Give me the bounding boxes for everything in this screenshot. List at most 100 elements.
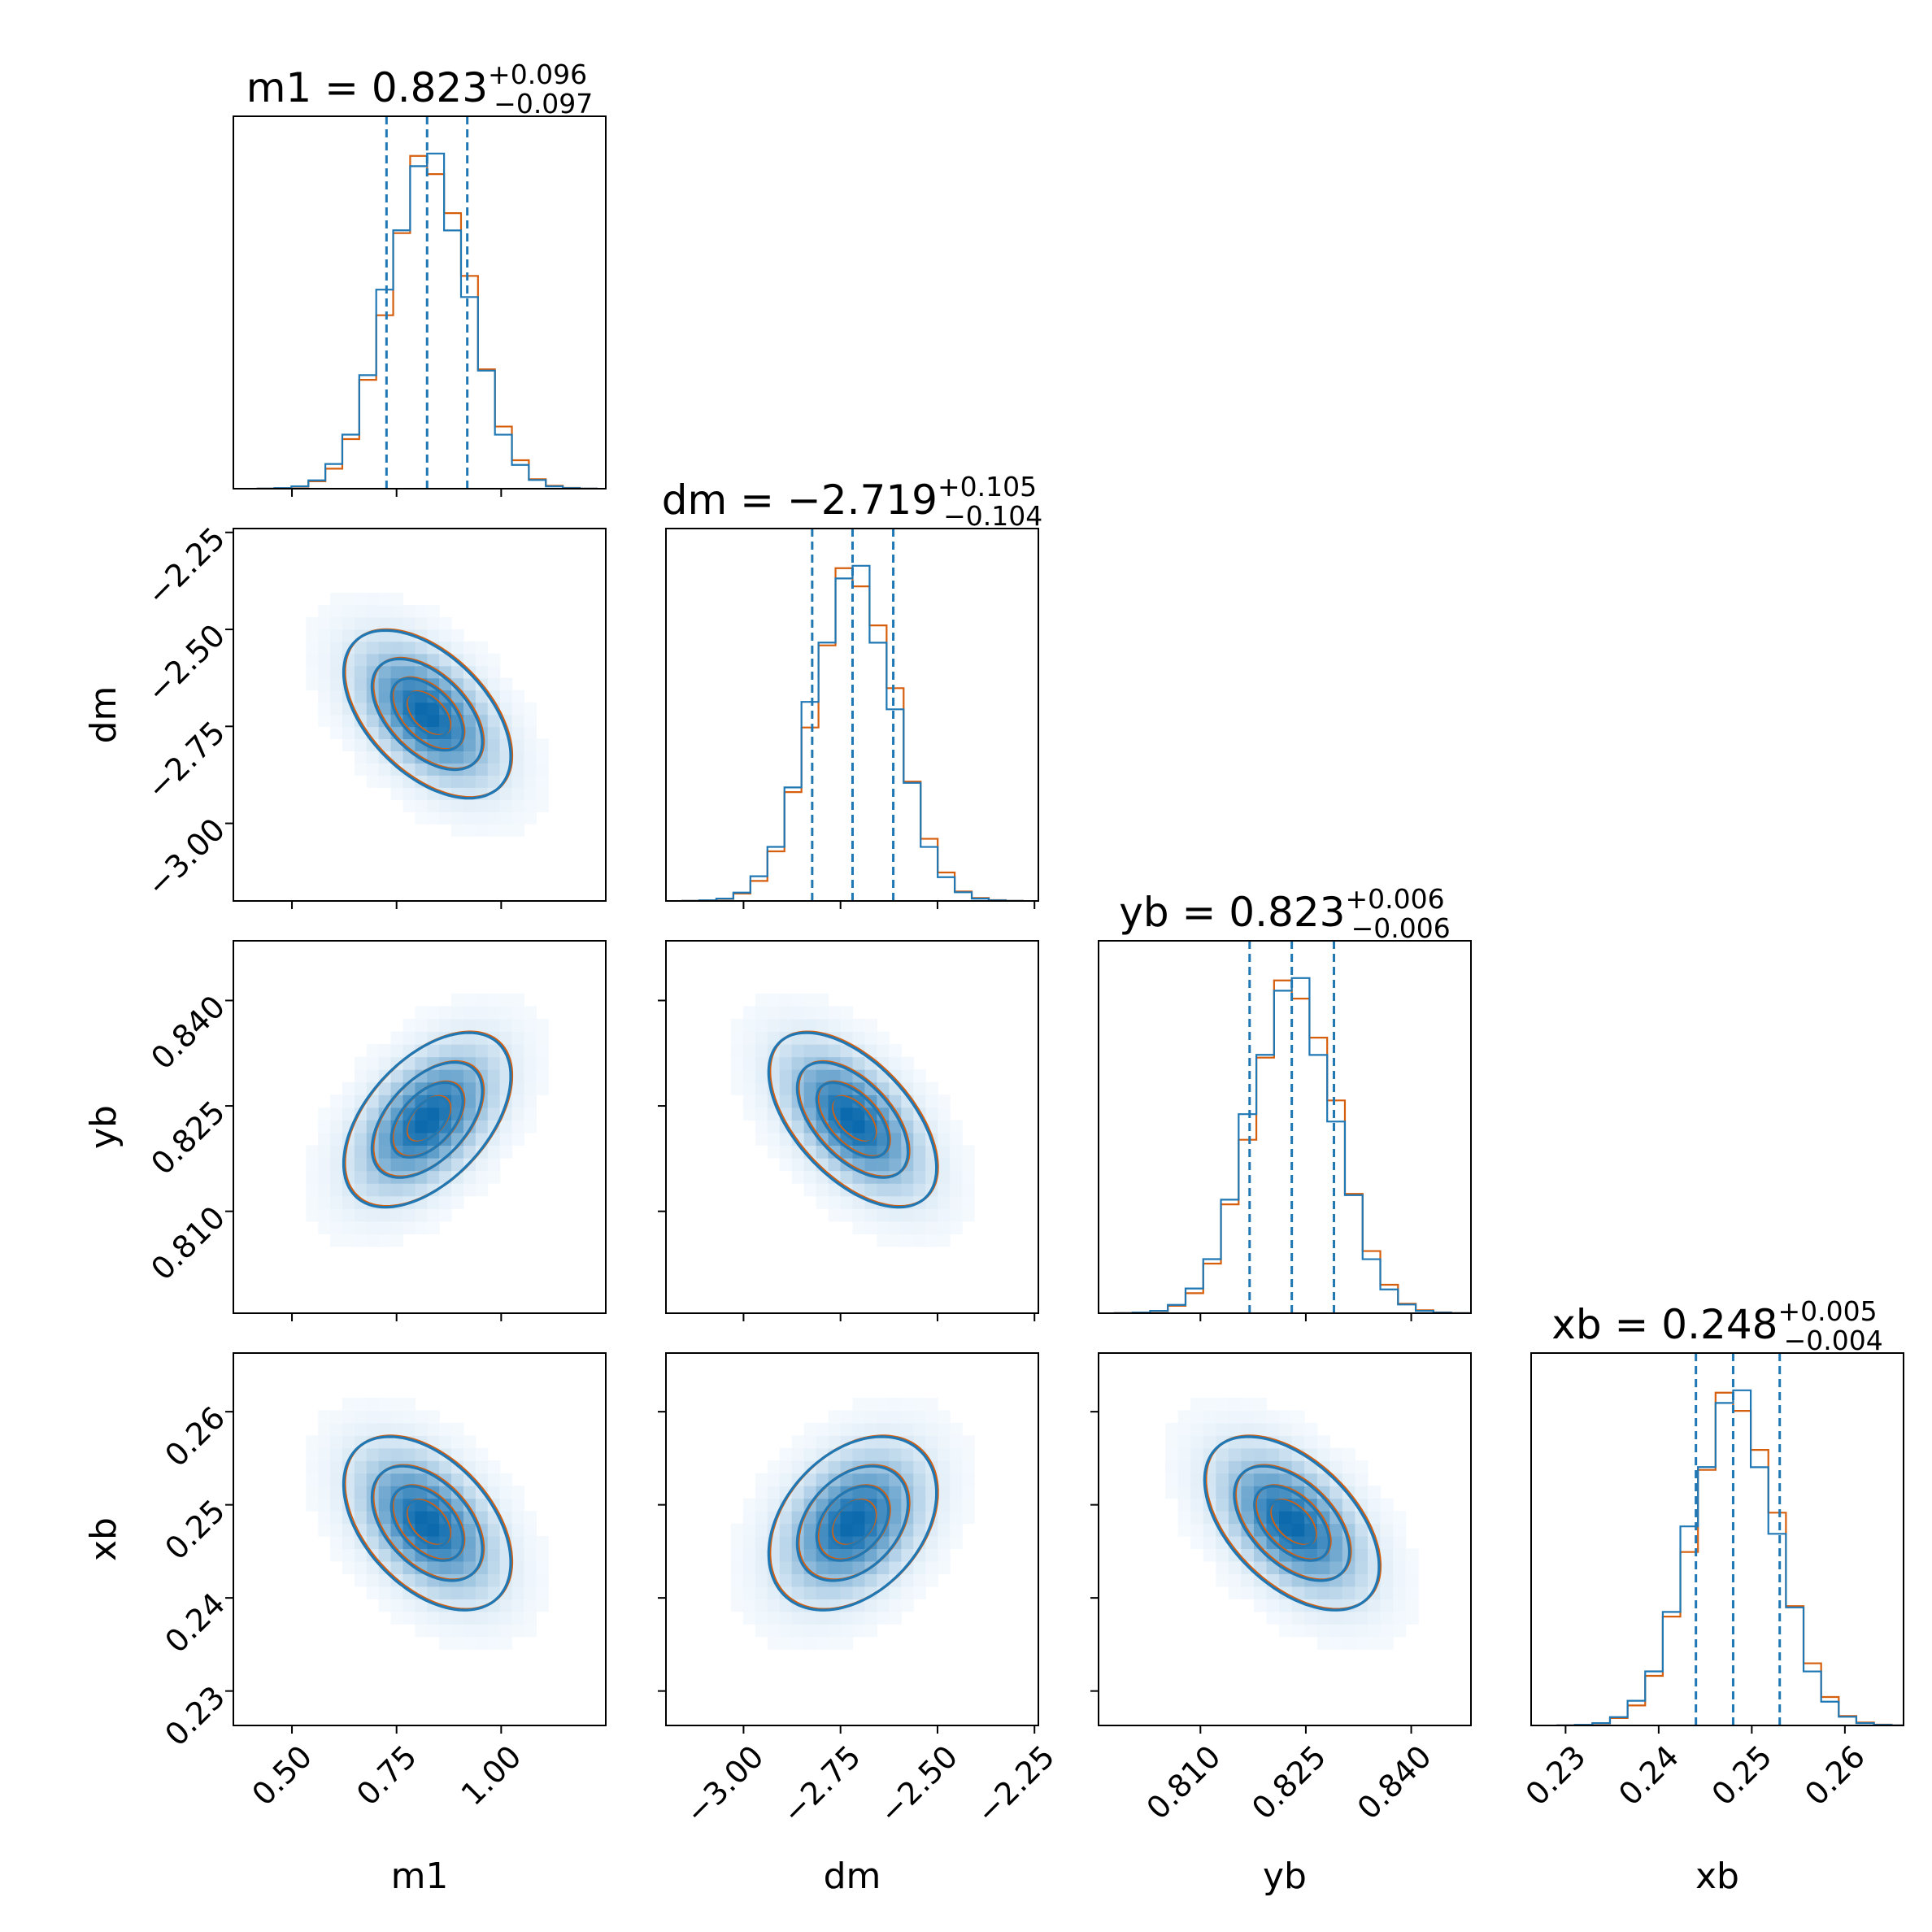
- density-cell: [499, 1498, 513, 1512]
- x-axis-label-dm: dm: [824, 1856, 881, 1897]
- density-cell: [1203, 1523, 1216, 1537]
- density-cell: [318, 1195, 331, 1209]
- panel-title-m1: m1 = 0.823+0.096 −0.097: [246, 59, 594, 120]
- density-cell: [463, 1044, 476, 1058]
- density-cell: [415, 1573, 428, 1587]
- density-cell: [950, 1120, 963, 1134]
- density-cell: [390, 763, 404, 776]
- density-cell: [499, 1473, 513, 1486]
- density-cell: [742, 1018, 756, 1033]
- density-cell: [524, 1624, 537, 1638]
- density-cell: [767, 1586, 781, 1599]
- density-cell: [330, 677, 343, 691]
- density-cell: [439, 1586, 452, 1599]
- density-cell: [767, 1145, 781, 1159]
- density-cell: [742, 1599, 756, 1612]
- density-cell: [511, 1611, 525, 1625]
- density-cell: [755, 1006, 768, 1020]
- density-cell: [451, 1636, 464, 1650]
- density-cell: [415, 604, 428, 618]
- density-cell: [852, 1397, 866, 1412]
- contour-series-1: [767, 1435, 938, 1612]
- density-cell: [1329, 1535, 1343, 1550]
- density-cell: [925, 1094, 938, 1108]
- density-cell: [755, 1560, 768, 1574]
- density-cell: [415, 1599, 428, 1612]
- y-axis-label-yb: yb: [83, 1105, 124, 1149]
- panel-frame: [233, 528, 607, 902]
- density-cell: [852, 1031, 866, 1045]
- density-cell: [962, 1195, 975, 1209]
- density-cell: [962, 1145, 975, 1159]
- density-cell: [330, 1511, 343, 1525]
- density-cell: [1291, 1624, 1305, 1638]
- density-cell: [402, 1018, 416, 1033]
- density-cell: [1266, 1422, 1280, 1436]
- density-cell: [330, 1132, 343, 1147]
- density-cell: [938, 1221, 951, 1234]
- density-cell: [1329, 1447, 1343, 1461]
- density-cell: [767, 1624, 781, 1638]
- density-cell: [378, 1397, 392, 1412]
- density-cell: [524, 775, 537, 788]
- density-cell: [791, 1586, 805, 1599]
- density-cell: [330, 665, 343, 679]
- density-cell: [755, 1081, 768, 1095]
- density-cell: [427, 1611, 440, 1625]
- density-cell: [1228, 1523, 1242, 1537]
- density-cell: [390, 1447, 404, 1461]
- density-cell: [1405, 1586, 1419, 1599]
- density-cell: [402, 641, 416, 655]
- density-cell: [755, 1107, 768, 1120]
- density-cell: [730, 1056, 744, 1070]
- density-cell: [354, 1120, 368, 1134]
- density-cell: [366, 616, 380, 630]
- density-cell: [366, 1460, 380, 1474]
- density-cell: [378, 1599, 392, 1612]
- density-cell: [366, 1221, 380, 1234]
- density-cell: [475, 799, 489, 812]
- density-cell: [402, 604, 416, 618]
- density-cell: [877, 1132, 890, 1147]
- density-cell: [536, 1535, 549, 1550]
- density-cell: [816, 1611, 829, 1625]
- density-cell: [913, 1069, 926, 1083]
- density-cell: [1228, 1447, 1242, 1461]
- density-cell: [451, 1624, 464, 1638]
- density-cell: [342, 592, 355, 606]
- density-cell: [803, 1018, 817, 1033]
- contour-series-1: [767, 1031, 938, 1209]
- density-cell: [487, 1548, 501, 1562]
- density-cell: [536, 1018, 549, 1033]
- density-cell: [354, 1486, 368, 1499]
- density-cell: [499, 1069, 513, 1083]
- density-cell: [791, 1056, 805, 1070]
- density-cell: [378, 665, 392, 679]
- density-cell: [755, 1018, 768, 1033]
- panel-frame: [1530, 1352, 1904, 1726]
- density-cell: [451, 641, 464, 655]
- density-cell: [913, 1081, 926, 1095]
- density-cell: [803, 1435, 817, 1449]
- density-cell: [378, 1435, 392, 1449]
- density-cell: [439, 1018, 452, 1033]
- density-cell: [950, 1473, 963, 1486]
- density-cell: [755, 1132, 768, 1147]
- density-cell: [366, 1044, 380, 1058]
- density-cell: [475, 1018, 489, 1033]
- density-cell: [451, 1183, 464, 1197]
- density-cell: [487, 763, 501, 776]
- density-cell: [1355, 1486, 1368, 1499]
- density-cell: [451, 1435, 464, 1449]
- density-cell: [1216, 1473, 1229, 1486]
- density-cell: [487, 653, 501, 667]
- density-cell: [938, 1183, 951, 1197]
- density-cell: [779, 1636, 793, 1650]
- density-cell: [1177, 1523, 1191, 1537]
- density-cell: [1228, 1586, 1242, 1599]
- density-cell: [463, 677, 476, 691]
- density-cell: [1355, 1548, 1368, 1562]
- contour-panel-m1-dm: −3.00−2.75−2.50−2.25 dm: [83, 520, 607, 909]
- x-tick-label: 0.75: [350, 1738, 424, 1812]
- density-cell: [318, 1221, 331, 1234]
